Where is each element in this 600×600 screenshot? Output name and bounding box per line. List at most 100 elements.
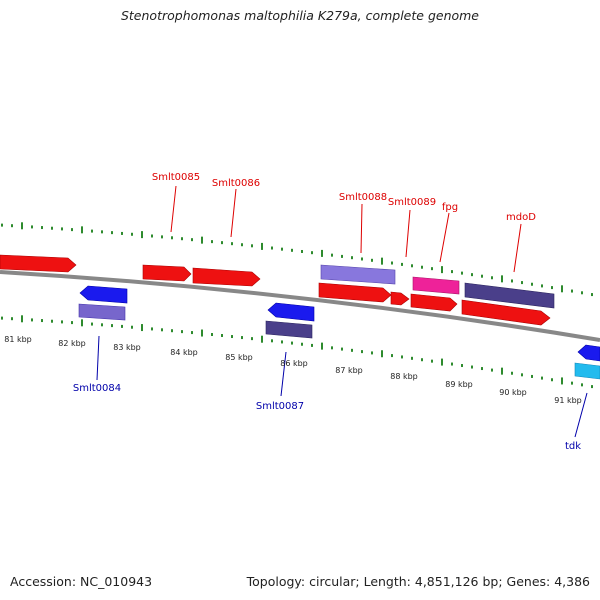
minor-tick (221, 334, 223, 338)
minor-tick (551, 378, 553, 382)
major-tick (141, 324, 143, 332)
ruler-label: 81 kbp (4, 335, 32, 344)
minor-tick (571, 289, 573, 293)
label-smlt0086: Smlt0086 (212, 178, 260, 189)
feature-smlt0088-gene[interactable] (320, 264, 396, 285)
minor-tick (401, 355, 403, 359)
feature-smlt0084-gene[interactable] (78, 303, 126, 321)
leader-smlt0085 (170, 185, 177, 233)
minor-tick (521, 373, 523, 377)
position-ruler: 81 kbp 82 kbp 83 kbp 84 kbp 85 kbp 86 kb… (4, 335, 582, 405)
minor-tick (511, 279, 513, 283)
minor-tick (411, 264, 413, 268)
minor-tick (181, 330, 183, 334)
minor-tick (191, 238, 193, 242)
feature-fpg[interactable] (410, 293, 458, 312)
major-tick (21, 315, 23, 323)
major-tick (561, 285, 563, 293)
minor-tick (1, 223, 3, 227)
feature-cds-forward[interactable] (0, 254, 77, 273)
minor-tick (121, 324, 123, 328)
minor-tick (451, 270, 453, 274)
major-tick (381, 350, 383, 358)
minor-tick (471, 365, 473, 369)
major-tick (261, 335, 263, 343)
major-tick (261, 242, 263, 250)
feature-tdk-gene[interactable] (574, 362, 600, 380)
feature-smlt0088[interactable] (318, 282, 392, 303)
ruler-label: 83 kbp (113, 343, 141, 352)
minor-tick (11, 224, 13, 228)
minor-tick (151, 234, 153, 238)
minor-tick (331, 346, 333, 350)
minor-tick (111, 324, 113, 328)
reverse-strand-tick-track (1, 315, 593, 389)
minor-tick (551, 286, 553, 290)
minor-tick (51, 319, 53, 323)
forward-strand-tick-track (1, 222, 593, 297)
feature-smlt0086[interactable] (192, 267, 261, 287)
minor-tick (421, 358, 423, 362)
minor-tick (291, 341, 293, 345)
minor-tick (581, 383, 583, 387)
minor-tick (511, 371, 513, 375)
feature-smlt0087[interactable] (267, 302, 315, 322)
minor-tick (351, 256, 353, 260)
minor-tick (391, 261, 393, 265)
minor-tick (271, 339, 273, 343)
minor-tick (41, 226, 43, 230)
major-tick (201, 236, 203, 244)
minor-tick (211, 240, 213, 244)
leader-tdk (574, 392, 588, 438)
ruler-label: 89 kbp (445, 380, 473, 389)
minor-tick (311, 251, 313, 255)
ruler-label: 85 kbp (225, 353, 253, 362)
ruler-label: 82 kbp (58, 339, 86, 348)
minor-tick (541, 284, 543, 288)
minor-tick (151, 327, 153, 331)
minor-tick (591, 293, 593, 297)
minor-tick (481, 367, 483, 371)
minor-tick (251, 244, 253, 248)
label-leaders (96, 185, 588, 438)
feature-mdod-gene[interactable] (464, 282, 555, 309)
feature-smlt0085[interactable] (142, 264, 192, 282)
minor-tick (111, 231, 113, 235)
label-smlt0089: Smlt0089 (388, 197, 436, 208)
minor-tick (241, 336, 243, 340)
major-tick (561, 377, 563, 385)
minor-tick (251, 337, 253, 341)
map-title: Stenotrophomonas maltophilia K279a, comp… (120, 8, 480, 23)
minor-tick (161, 235, 163, 239)
minor-tick (221, 241, 223, 245)
minor-tick (61, 227, 63, 231)
minor-tick (171, 236, 173, 240)
leader-smlt0088 (360, 203, 363, 254)
minor-tick (131, 232, 133, 236)
minor-tick (411, 356, 413, 360)
feature-smlt0089[interactable] (390, 291, 410, 306)
feature-tdk[interactable] (577, 344, 600, 362)
minor-tick (51, 226, 53, 230)
forward-features (0, 254, 555, 326)
feature-smlt0084[interactable] (79, 285, 128, 304)
ruler-label: 90 kbp (499, 388, 527, 397)
ruler-label: 87 kbp (335, 366, 363, 375)
feature-fpg-misc[interactable] (412, 276, 460, 295)
label-mdod: mdoD (506, 212, 536, 223)
minor-tick (591, 385, 593, 389)
minor-tick (311, 343, 313, 347)
minor-tick (281, 247, 283, 251)
minor-tick (231, 335, 233, 339)
minor-tick (101, 323, 103, 327)
minor-tick (331, 253, 333, 257)
minor-tick (271, 246, 273, 250)
minor-tick (361, 350, 363, 354)
minor-tick (351, 348, 353, 352)
leader-smlt0086 (230, 188, 237, 238)
minor-tick (131, 325, 133, 329)
feature-smlt0087-gene[interactable] (265, 320, 313, 339)
feature-mdod[interactable] (461, 299, 551, 326)
major-tick (441, 358, 443, 366)
